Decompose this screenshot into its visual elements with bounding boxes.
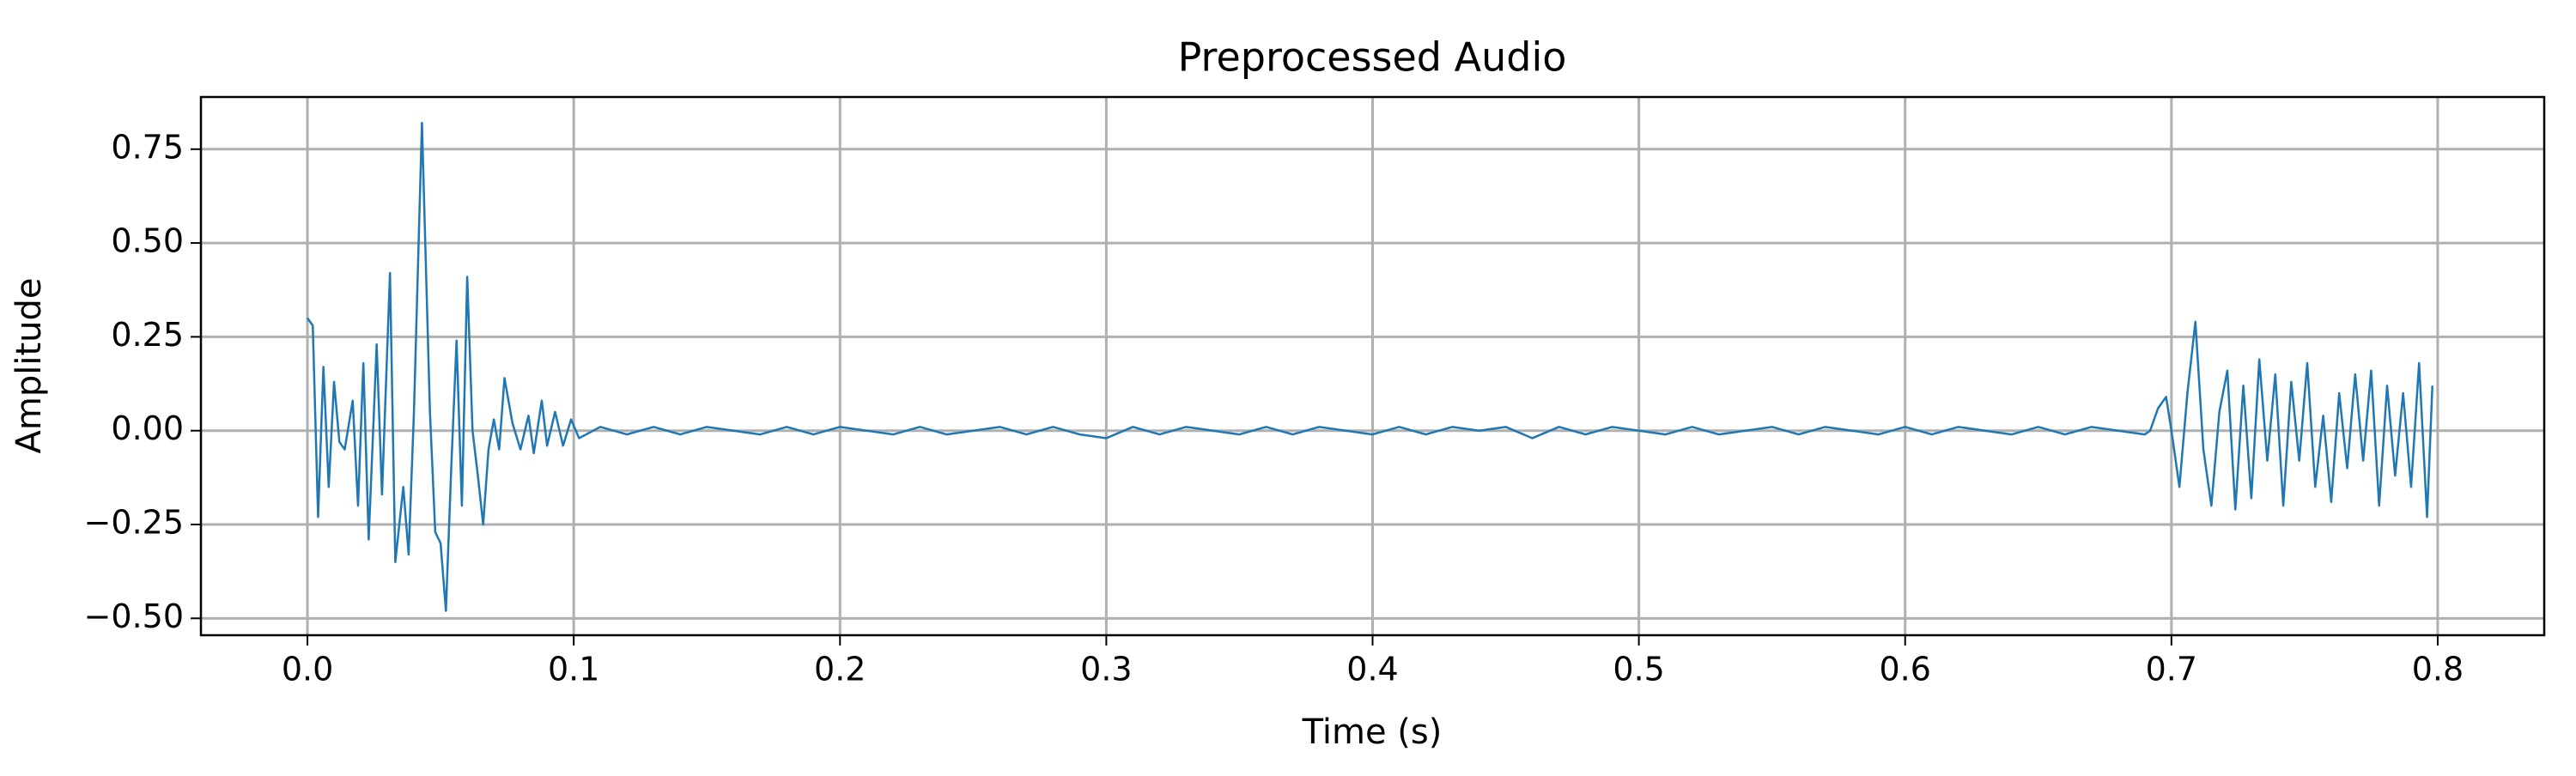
plot-frame bbox=[199, 95, 2546, 637]
y-tick-label: 0.25 bbox=[111, 316, 184, 354]
x-tick-label: 0.4 bbox=[1346, 651, 1398, 688]
y-tick-label: −0.50 bbox=[84, 597, 184, 635]
x-tick-label: 0.8 bbox=[2412, 651, 2464, 688]
x-tick-label: 0.5 bbox=[1613, 651, 1664, 688]
y-tick-label: 0.00 bbox=[111, 409, 184, 447]
y-axis-label: Amplitude bbox=[9, 278, 49, 454]
y-tick-label: 0.50 bbox=[111, 222, 184, 260]
chart-title: Preprocessed Audio bbox=[1178, 34, 1567, 81]
y-tick-label: 0.75 bbox=[111, 128, 184, 166]
x-tick-label: 0.1 bbox=[548, 651, 599, 688]
x-tick-label: 0.6 bbox=[1880, 651, 1931, 688]
waveform-line bbox=[307, 121, 2433, 612]
x-axis-label: Time (s) bbox=[1302, 712, 1443, 752]
x-tick-label: 0.0 bbox=[282, 651, 333, 688]
x-tick-label: 0.7 bbox=[2146, 651, 2197, 688]
x-tick-label: 0.3 bbox=[1080, 651, 1132, 688]
y-tick-label: −0.25 bbox=[84, 504, 184, 542]
x-tick-label: 0.2 bbox=[814, 651, 866, 688]
